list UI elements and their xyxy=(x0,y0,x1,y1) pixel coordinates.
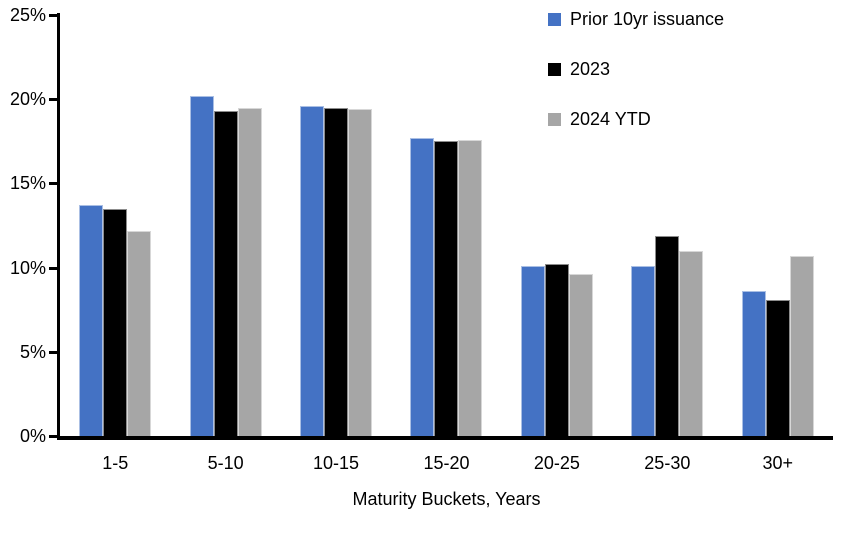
bar xyxy=(103,208,128,436)
x-axis-labels: 1-5 5-10 10-15 15-20 20-25 25-30 30+ xyxy=(60,453,833,474)
legend: Prior 10yr issuance 2023 2024 YTD xyxy=(548,8,724,158)
y-tick-label: 10% xyxy=(9,257,46,278)
bar xyxy=(189,95,214,436)
y-axis-line xyxy=(57,13,60,440)
x-tick-label: 25-30 xyxy=(644,453,691,473)
bar-group xyxy=(60,15,170,436)
bar-group xyxy=(502,15,612,436)
bar xyxy=(348,109,373,436)
bar-group xyxy=(723,15,833,436)
legend-color-swatch-icon xyxy=(548,112,561,126)
y-tick-mark xyxy=(49,98,57,102)
legend-color-swatch-icon xyxy=(548,62,561,76)
y-tick-mark xyxy=(49,435,57,438)
bar xyxy=(324,107,349,436)
bar-group xyxy=(170,15,280,436)
bar xyxy=(458,139,483,436)
x-tick-label: 30+ xyxy=(762,453,794,473)
y-tick-mark xyxy=(49,266,57,270)
bar xyxy=(741,291,766,436)
bar xyxy=(568,274,593,436)
legend-item: Prior 10yr issuance xyxy=(548,8,724,30)
bar xyxy=(631,265,656,436)
legend-color-swatch-icon xyxy=(548,12,561,26)
bar-group xyxy=(391,15,501,436)
legend-item-label: 2024 YTD xyxy=(570,108,651,129)
y-tick-label: 5% xyxy=(19,341,46,362)
plot-area xyxy=(60,15,833,436)
x-axis-title: Maturity Buckets, Years xyxy=(352,489,541,509)
bar xyxy=(300,105,325,436)
legend-item: 2023 xyxy=(548,58,724,80)
bar xyxy=(213,111,238,436)
bar xyxy=(544,264,569,436)
y-tick-mark xyxy=(49,350,57,354)
bar xyxy=(520,265,545,436)
x-tick-label: 15-20 xyxy=(423,453,470,473)
bar xyxy=(434,141,459,436)
bar xyxy=(679,250,704,436)
y-tick-label: 20% xyxy=(9,89,46,110)
x-tick-label: 10-15 xyxy=(313,453,360,473)
y-tick-mark xyxy=(49,14,57,17)
y-tick-label: 15% xyxy=(9,173,46,194)
x-tick-label: 5-10 xyxy=(207,453,244,473)
bar xyxy=(79,205,104,436)
bar xyxy=(765,299,790,436)
bar-group xyxy=(281,15,391,436)
y-tick-label: 0% xyxy=(19,426,46,446)
bar-groups xyxy=(60,15,833,436)
y-tick-label: 25% xyxy=(9,5,46,25)
bar xyxy=(789,255,814,436)
bar xyxy=(127,230,152,436)
bar xyxy=(410,137,435,436)
y-tick-mark xyxy=(49,182,57,186)
legend-item-label: Prior 10yr issuance xyxy=(570,8,725,29)
x-tick-label: 20-25 xyxy=(533,453,580,473)
bar-group xyxy=(612,15,722,436)
legend-item-label: 2023 xyxy=(570,58,611,79)
x-tick-label: 1-5 xyxy=(102,453,129,473)
bar xyxy=(655,235,680,436)
legend-item: 2024 YTD xyxy=(548,108,724,130)
bar xyxy=(237,107,262,436)
x-axis-line xyxy=(57,436,833,440)
